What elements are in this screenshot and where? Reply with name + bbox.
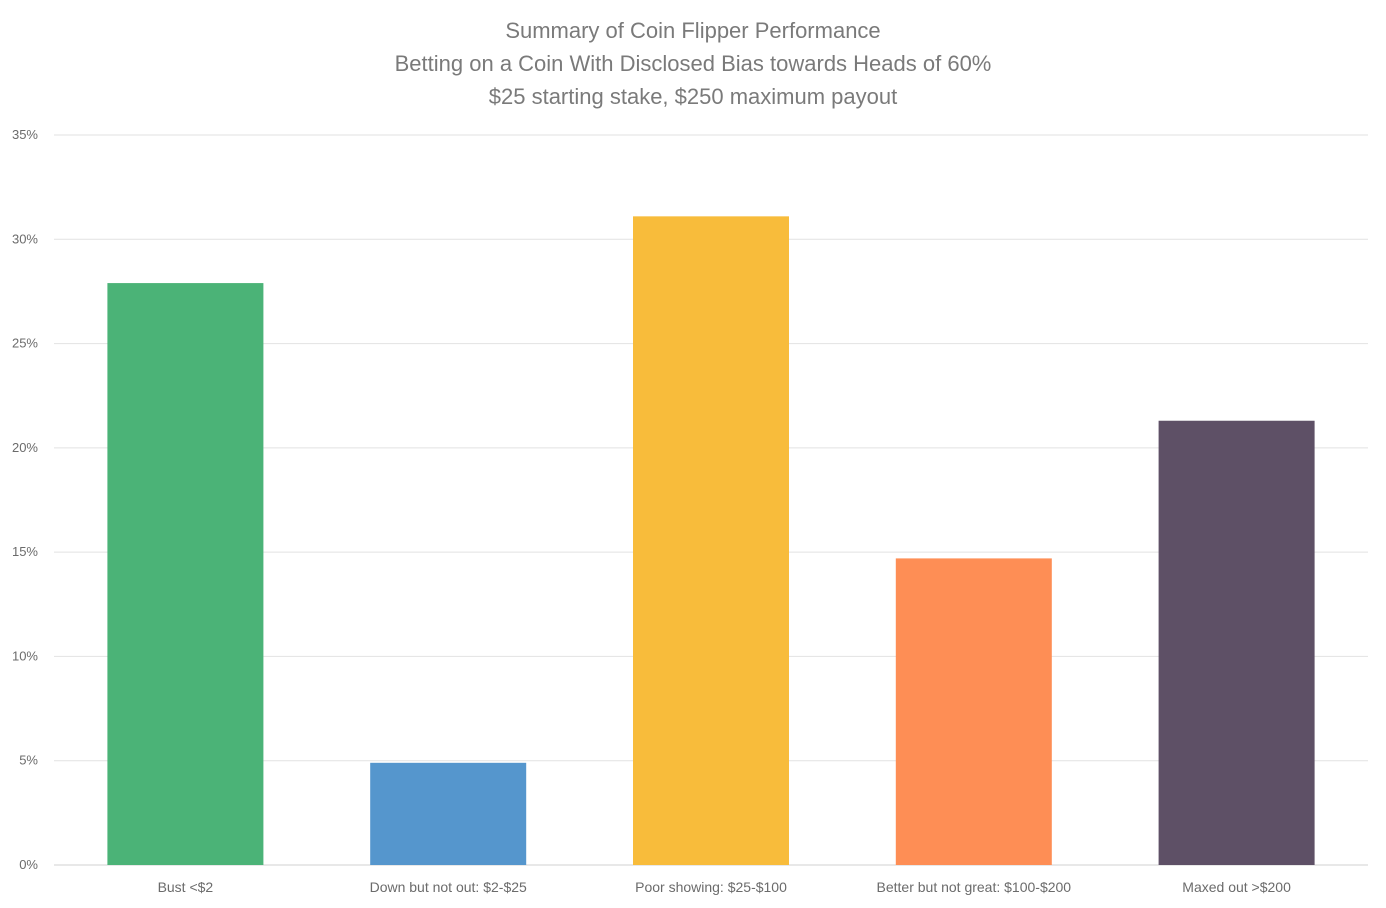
bar	[370, 762, 527, 865]
x-category-label: Better but not great: $100-$200	[877, 879, 1072, 895]
y-tick-label: 5%	[19, 753, 38, 768]
y-tick-label: 15%	[12, 544, 38, 559]
chart-title-block: Summary of Coin Flipper Performance Bett…	[0, 14, 1386, 113]
bar	[895, 558, 1052, 865]
x-category-label: Maxed out >$200	[1182, 879, 1291, 895]
x-category-label: Down but not out: $2-$25	[370, 879, 527, 895]
chart-subtitle-line-2: $25 starting stake, $250 maximum payout	[488, 84, 898, 109]
bars	[107, 216, 1315, 866]
y-tick-label: 35%	[12, 127, 38, 142]
y-axis-tick-labels: 0% 5% 10% 15% 20% 25% 30% 35%	[12, 127, 38, 872]
bar	[107, 283, 264, 866]
chart-title: Summary of Coin Flipper Performance	[505, 18, 881, 43]
x-category-label: Bust <$2	[158, 879, 214, 895]
bar	[1158, 420, 1315, 865]
y-tick-label: 30%	[12, 231, 38, 246]
x-category-label: Poor showing: $25-$100	[635, 879, 787, 895]
y-tick-label: 25%	[12, 336, 38, 351]
bar	[633, 216, 789, 866]
y-tick-label: 20%	[12, 440, 38, 455]
chart-subtitle-line-1: Betting on a Coin With Disclosed Bias to…	[394, 51, 992, 76]
y-tick-label: 0%	[19, 857, 38, 872]
x-axis-category-labels: Bust <$2 Down but not out: $2-$25 Poor sho…	[158, 879, 1292, 895]
y-tick-label: 10%	[12, 648, 38, 663]
